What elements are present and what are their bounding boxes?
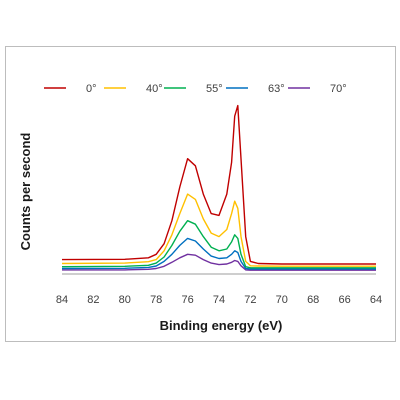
series-line: [61, 104, 376, 265]
series-line: [61, 193, 376, 267]
x-tick-label: 66: [338, 294, 350, 306]
series-line: [61, 237, 376, 270]
legend: 0° 40° 55° 63° 70°: [44, 83, 347, 95]
y-axis-title: Counts per second: [18, 133, 33, 251]
x-axis-title: Binding energy (eV): [160, 318, 283, 333]
plot-area: [61, 104, 376, 271]
x-tick-label: 64: [370, 294, 382, 306]
legend-label: 0°: [86, 83, 97, 95]
legend-label: 55°: [206, 83, 223, 95]
legend-label: 63°: [268, 83, 285, 95]
chart-frame: [5, 46, 396, 342]
x-tick-label: 74: [213, 294, 225, 306]
x-tick-label: 72: [244, 294, 256, 306]
legend-label: 70°: [330, 83, 347, 95]
x-tick-label: 84: [56, 294, 68, 306]
x-tick-label: 80: [119, 294, 131, 306]
x-tick-label: 82: [87, 294, 99, 306]
x-tick-label: 68: [307, 294, 319, 306]
x-tick-label: 76: [181, 294, 193, 306]
series-line: [62, 253, 376, 271]
x-axis-ticks: 84 82 80 78 76 74 72 70 68 66 64: [56, 294, 382, 306]
legend-label: 40°: [146, 83, 163, 95]
series-line: [61, 220, 376, 269]
x-tick-label: 70: [276, 294, 288, 306]
x-tick-label: 78: [150, 294, 162, 306]
